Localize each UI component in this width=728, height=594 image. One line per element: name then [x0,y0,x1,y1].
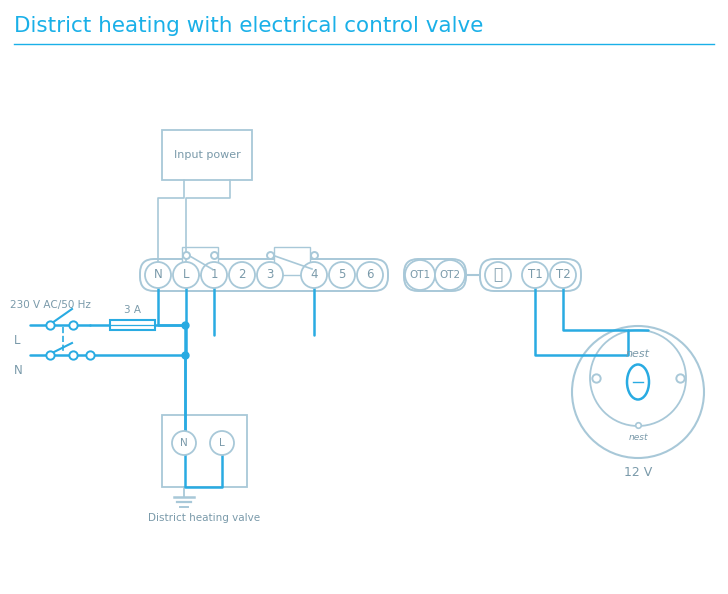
FancyBboxPatch shape [140,259,388,291]
Text: N: N [14,365,23,378]
Text: 12 V: 12 V [624,466,652,479]
Text: 4: 4 [310,268,317,282]
Circle shape [301,262,327,288]
Ellipse shape [627,365,649,400]
Text: 2: 2 [238,268,246,282]
FancyBboxPatch shape [274,247,310,275]
Text: District heating with electrical control valve: District heating with electrical control… [14,16,483,36]
Circle shape [201,262,227,288]
Text: District heating valve: District heating valve [149,513,261,523]
FancyBboxPatch shape [162,130,252,180]
Text: 5: 5 [339,268,346,282]
Circle shape [145,262,171,288]
Text: T1: T1 [528,268,542,282]
Circle shape [522,262,548,288]
Text: T2: T2 [555,268,570,282]
Text: 230 V AC/50 Hz: 230 V AC/50 Hz [10,300,91,310]
Text: 1: 1 [210,268,218,282]
Circle shape [435,260,465,290]
FancyBboxPatch shape [480,259,581,291]
Text: nest: nest [626,349,650,359]
Text: 3: 3 [266,268,274,282]
FancyBboxPatch shape [162,415,247,487]
Text: OT1: OT1 [409,270,430,280]
Circle shape [210,431,234,455]
Circle shape [590,330,686,426]
Text: 3 A: 3 A [124,305,141,315]
Circle shape [172,431,196,455]
Text: N: N [180,438,188,448]
Text: N: N [154,268,162,282]
Circle shape [329,262,355,288]
Text: L: L [14,334,20,347]
Text: L: L [183,268,189,282]
Circle shape [572,326,704,458]
FancyBboxPatch shape [182,247,218,275]
Circle shape [229,262,255,288]
Text: OT2: OT2 [440,270,461,280]
FancyBboxPatch shape [404,259,466,291]
Circle shape [257,262,283,288]
Circle shape [357,262,383,288]
Text: ⏚: ⏚ [494,267,502,283]
Circle shape [550,262,576,288]
Text: Input power: Input power [173,150,240,160]
Circle shape [485,262,511,288]
Circle shape [405,260,435,290]
Text: L: L [219,438,225,448]
FancyBboxPatch shape [110,320,155,330]
Text: 6: 6 [366,268,373,282]
Circle shape [173,262,199,288]
Text: nest: nest [628,434,648,443]
